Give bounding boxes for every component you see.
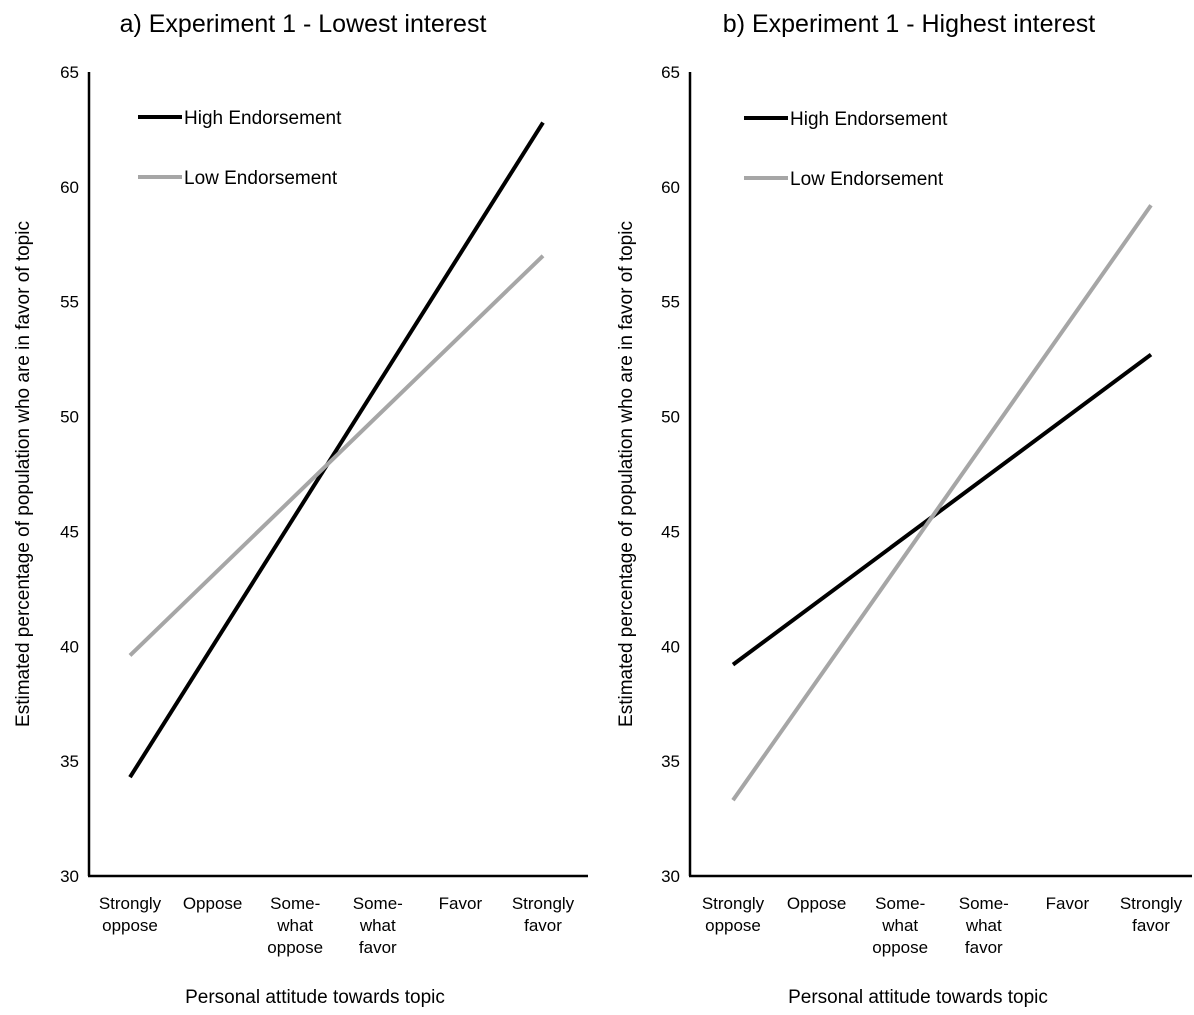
chart-a-legend-label-high: High Endorsement: [184, 108, 342, 129]
chart-a-x-tick-label: Some-what oppose: [267, 894, 323, 957]
chart-a-y-tick-label: 55: [60, 293, 79, 312]
chart-a-x-axis-label: Personal attitude towards topic: [185, 987, 445, 1008]
chart-a-y-tick-label: 60: [60, 178, 79, 197]
chart-a-title: a) Experiment 1 - Lowest interest: [120, 10, 487, 38]
chart-b-y-tick-label: 30: [661, 867, 680, 886]
chart-b-x-tick-label: Favor: [1046, 894, 1090, 913]
chart-b-legend-label-high: High Endorsement: [790, 109, 948, 130]
chart-a-x-tick-label: Some-what favor: [353, 894, 403, 957]
chart-a-x-tick-label: Oppose: [183, 894, 243, 913]
chart-b-x-tick-label: Strongly favor: [1120, 894, 1183, 935]
chart-b-y-tick-label: 55: [661, 293, 680, 312]
chart-a-y-tick-label: 65: [60, 63, 79, 82]
chart-a-y-axis-label: Estimated percentage of population who a…: [13, 221, 34, 727]
chart-b-y-tick-label: 60: [661, 178, 680, 197]
chart-b-y-tick-label: 35: [661, 752, 680, 771]
chart-a-series-line-low: [128, 254, 545, 657]
chart-a-y-tick-label: 30: [60, 867, 79, 886]
chart-a-x-tick-label: Strongly oppose: [99, 894, 162, 935]
chart-b-x-tick-label: Some-what oppose: [872, 894, 928, 957]
chart-a-series-line-high: [128, 121, 545, 779]
chart-a-svg: a) Experiment 1 - Lowest interest 30 35 40 4…: [13, 10, 588, 1008]
chart-b-legend-label-low: Low Endorsement: [790, 169, 944, 190]
chart-b-y-tick-label: 65: [661, 63, 680, 82]
chart-b-x-tick-label: Strongly oppose: [702, 894, 765, 935]
chart-b-x-axis-label: Personal attitude towards topic: [788, 987, 1048, 1008]
chart-a-y-tick-label: 35: [60, 752, 79, 771]
chart-panel-b: b) Experiment 1 - Highest interest 30 35 40…: [597, 0, 1194, 1015]
chart-a-legend-label-low: Low Endorsement: [184, 168, 338, 189]
chart-b-y-tick-label: 45: [661, 522, 680, 541]
chart-a-y-tick-label: 50: [60, 408, 79, 427]
chart-b-title: b) Experiment 1 - Highest interest: [723, 10, 1095, 38]
chart-b-y-tick-label: 40: [661, 637, 680, 656]
chart-b-x-tick-label: Some-what favor: [959, 894, 1009, 957]
chart-b-series-line-low: [731, 204, 1153, 802]
chart-b-x-tick-label: Oppose: [787, 894, 847, 913]
chart-a-x-tick-label: Strongly favor: [512, 894, 575, 935]
chart-b-y-axis-label: Estimated percentage of population who a…: [616, 221, 637, 727]
chart-a-y-tick-label: 45: [60, 522, 79, 541]
chart-a-y-tick-label: 40: [60, 637, 79, 656]
chart-b-series-line-high: [731, 352, 1153, 667]
chart-b-y-tick-label: 50: [661, 408, 680, 427]
chart-panel-a: a) Experiment 1 - Lowest interest 30 35 40 4…: [13, 10, 588, 1008]
chart-b-svg: b) Experiment 1 - Highest interest 30 35 40…: [616, 10, 1192, 1008]
chart-a-x-tick-label: Favor: [439, 894, 483, 913]
